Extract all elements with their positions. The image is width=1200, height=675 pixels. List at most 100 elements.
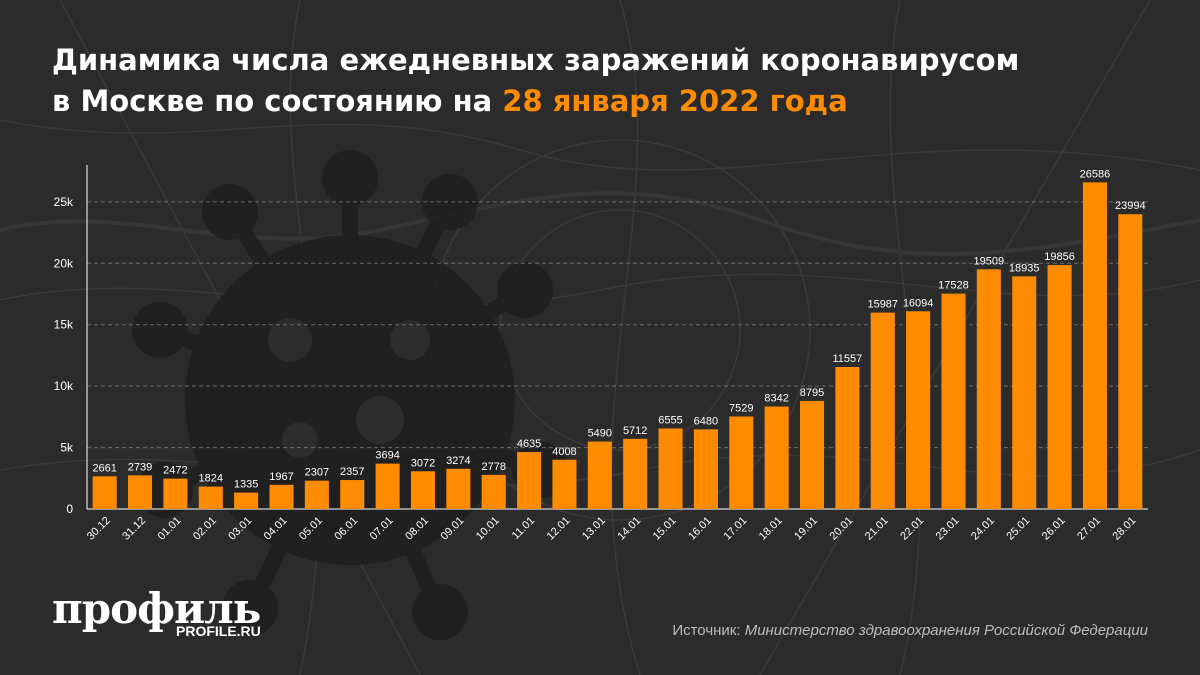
bar xyxy=(304,480,329,509)
x-tick-label: 21.01 xyxy=(863,515,891,543)
x-tick-label: 23.01 xyxy=(934,515,962,543)
bar xyxy=(623,438,648,509)
bar-value-label: 2357 xyxy=(340,466,364,478)
bar xyxy=(1047,265,1072,509)
bar-value-label: 19509 xyxy=(974,255,1005,267)
title-line1: Динамика числа ежедневных заражений коро… xyxy=(52,43,1020,77)
bar-value-label: 1335 xyxy=(234,479,258,491)
x-tick-label: 09.01 xyxy=(439,515,467,543)
bar xyxy=(234,492,259,509)
bar xyxy=(1118,214,1143,510)
bar-value-label: 4635 xyxy=(517,438,541,450)
bar-value-label: 6555 xyxy=(658,414,682,426)
bar-value-label: 2739 xyxy=(128,461,152,473)
bar xyxy=(410,471,436,509)
bar xyxy=(587,441,612,509)
x-tick-label: 14.01 xyxy=(615,515,643,543)
bar-value-label: 5712 xyxy=(623,425,647,437)
bar-value-label: 8795 xyxy=(800,387,824,399)
x-tick-label: 11.01 xyxy=(510,515,537,542)
bar xyxy=(976,269,1001,509)
y-tick-label: 5k xyxy=(60,441,74,455)
x-tick-label: 22.01 xyxy=(898,515,926,543)
x-tick-label: 28.01 xyxy=(1110,515,1138,543)
x-tick-label: 19.01 xyxy=(792,515,820,543)
bar xyxy=(198,486,223,509)
bar-value-label: 1824 xyxy=(199,473,223,485)
bar xyxy=(481,474,506,509)
x-tick-label: 07.01 xyxy=(368,515,396,543)
bar-value-label: 3274 xyxy=(446,455,470,467)
bar-value-label: 2661 xyxy=(92,462,116,474)
bar xyxy=(92,476,117,509)
bar xyxy=(375,463,400,509)
profile-logo-url[interactable]: PROFILE.RU xyxy=(176,623,261,639)
x-tick-label: 05.01 xyxy=(297,515,325,543)
y-tick-label: 0 xyxy=(66,502,73,516)
bar xyxy=(446,468,471,509)
x-tick-label: 30.12 xyxy=(85,515,113,543)
x-tick-label: 04.01 xyxy=(262,515,290,543)
source-text: Министерство здравоохранения Российской … xyxy=(744,622,1148,639)
chart-title: Динамика числа ежедневных заражений коро… xyxy=(52,40,1162,122)
x-tick-label: 24.01 xyxy=(969,515,997,543)
x-tick-label: 13.01 xyxy=(580,515,608,543)
bar-value-label: 1967 xyxy=(269,471,293,483)
x-tick-label: 17.01 xyxy=(721,515,749,543)
bar-value-label: 2778 xyxy=(481,461,505,473)
x-tick-label: 08.01 xyxy=(403,515,431,543)
title-date-highlight: 28 января 2022 года xyxy=(502,84,848,118)
y-tick-label: 25k xyxy=(54,195,74,209)
bar-value-label: 4008 xyxy=(552,446,576,458)
bar xyxy=(906,311,931,509)
bar-value-label: 7529 xyxy=(729,403,753,415)
bar xyxy=(729,416,754,509)
bar-value-label: 3072 xyxy=(411,457,435,469)
x-tick-label: 26.01 xyxy=(1040,515,1068,543)
x-tick-label: 18.01 xyxy=(757,515,785,543)
bar-value-label: 8342 xyxy=(764,393,788,405)
bar-value-label: 6480 xyxy=(694,415,718,427)
bar-value-label: 18935 xyxy=(1009,262,1040,274)
bar xyxy=(269,484,294,509)
bar xyxy=(941,293,966,509)
bar xyxy=(163,478,188,509)
bar-value-label: 5490 xyxy=(588,428,612,440)
bar-value-label: 16094 xyxy=(903,297,934,309)
bar-value-label: 11557 xyxy=(832,353,862,365)
x-tick-label: 15.01 xyxy=(651,515,679,543)
source-label: Источник: xyxy=(672,622,741,639)
source-note: Источник: Министерство здравоохранения Р… xyxy=(672,622,1148,639)
bar xyxy=(835,367,860,509)
bar xyxy=(517,452,542,509)
bar xyxy=(552,459,577,509)
x-tick-label: 01.01 xyxy=(156,515,184,543)
x-tick-label: 02.01 xyxy=(191,515,219,543)
profile-logo[interactable]: профиль xyxy=(52,584,261,633)
y-tick-label: 10k xyxy=(54,379,74,393)
bar xyxy=(764,406,789,509)
x-tick-label: 31.12 xyxy=(120,515,148,543)
bar-value-label: 2307 xyxy=(305,467,329,479)
bar-value-label: 19856 xyxy=(1044,251,1075,263)
bar-value-label: 15987 xyxy=(867,299,898,311)
x-tick-label: 25.01 xyxy=(1004,515,1032,543)
bar-value-label: 17528 xyxy=(938,280,969,292)
bar xyxy=(340,480,365,509)
title-line2-prefix: в Москве по состоянию на xyxy=(52,84,503,118)
x-tick-label: 27.01 xyxy=(1075,515,1103,543)
x-tick-label: 06.01 xyxy=(332,515,360,543)
bar xyxy=(799,400,825,509)
y-tick-label: 20k xyxy=(54,256,74,270)
bar xyxy=(658,428,683,509)
bar xyxy=(870,312,895,509)
bar-value-label: 3694 xyxy=(375,450,399,462)
x-tick-label: 16.01 xyxy=(686,515,714,543)
x-tick-label: 12.01 xyxy=(545,515,573,543)
x-tick-label: 03.01 xyxy=(226,515,254,543)
x-tick-label: 10.01 xyxy=(474,515,502,543)
bar xyxy=(128,475,153,509)
bar-value-label: 23994 xyxy=(1115,200,1146,212)
bar xyxy=(693,429,718,509)
